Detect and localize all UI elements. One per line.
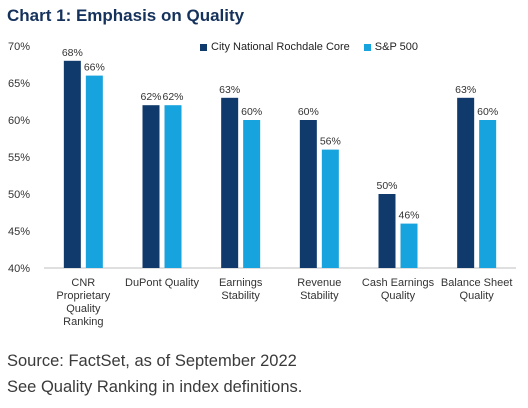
x-tick-label: Cash Earnings — [362, 277, 435, 289]
definitions-note: See Quality Ranking in index definitions… — [7, 378, 303, 396]
x-tick-label: Quality — [381, 290, 416, 302]
data-label: 46% — [398, 210, 419, 222]
y-tick-label: 45% — [8, 226, 30, 238]
data-label: 66% — [84, 62, 105, 74]
y-tick-label: 65% — [8, 78, 30, 90]
x-tick-label: Quality — [66, 303, 101, 315]
legend-swatch-cnr — [200, 43, 207, 51]
bar-sp500 — [400, 223, 418, 268]
bar-sp500 — [321, 149, 339, 268]
bar-chart: 40% 45% 50% 55% 60% 65% 70% 68%66% CNRProprietar… — [8, 41, 516, 328]
bar-cnr — [221, 97, 239, 268]
bar-cnr — [299, 120, 317, 268]
data-label: 56% — [320, 136, 341, 148]
chart-title: Chart 1: Emphasis on Quality — [7, 6, 245, 25]
data-label: 63% — [219, 84, 240, 96]
y-tick-label: 60% — [8, 115, 30, 127]
x-tick-label: CNR — [71, 277, 95, 289]
bar-sp500 — [164, 105, 182, 268]
x-tick-label: Proprietary — [56, 290, 110, 302]
bar-cnr — [378, 194, 396, 268]
legend-item-sp500: S&P 500 — [363, 41, 419, 53]
x-tick-label: DuPont Quality — [125, 277, 199, 289]
data-label: 62% — [162, 91, 183, 103]
x-tick-label: Balance Sheet — [441, 277, 513, 289]
legend-label-cnr: City National Rochdale Core — [211, 41, 350, 53]
y-tick-label: 40% — [8, 263, 30, 275]
x-tick-label: Ranking — [63, 316, 103, 328]
data-label: 68% — [62, 47, 83, 59]
legend-item-cnr: City National Rochdale Core — [200, 41, 350, 53]
x-tick-label: Quality — [460, 290, 495, 302]
data-label: 60% — [241, 106, 262, 118]
bar-sp500 — [85, 75, 103, 268]
bar-sp500 — [479, 120, 497, 268]
x-tick-label: Stability — [300, 290, 339, 302]
data-label: 50% — [376, 180, 397, 192]
y-tick-label: 70% — [8, 41, 30, 53]
y-tick-label: 55% — [8, 152, 30, 164]
x-tick-label: Earnings — [219, 277, 263, 289]
bar-sp500 — [243, 120, 261, 268]
legend-label-sp500: S&P 500 — [374, 41, 419, 53]
data-label: 62% — [140, 91, 161, 103]
x-tick-label: Revenue — [297, 277, 341, 289]
legend-swatch-sp500 — [363, 43, 371, 51]
x-tick-label: Stability — [221, 290, 260, 302]
chart-legend: City National Rochdale Core S&P 500 — [200, 40, 432, 54]
data-label: 60% — [298, 106, 319, 118]
data-label: 63% — [455, 84, 476, 96]
source-note: Source: FactSet, as of September 2022 — [7, 352, 297, 370]
y-tick-label: 50% — [8, 189, 30, 201]
data-label: 60% — [477, 106, 498, 118]
bar-cnr — [142, 105, 160, 268]
bar-cnr — [457, 97, 475, 268]
bar-cnr — [63, 60, 81, 268]
